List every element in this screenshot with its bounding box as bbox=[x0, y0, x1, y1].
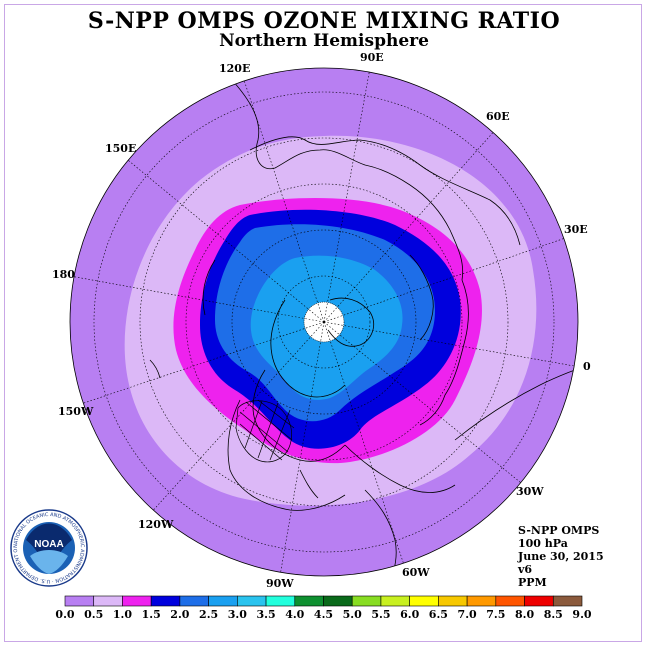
lon-label-120e: 120E bbox=[219, 62, 251, 75]
lon-label-30w: 30W bbox=[516, 485, 544, 498]
colorbar-label: 5.5 bbox=[371, 608, 391, 621]
lon-label-60w: 60W bbox=[402, 566, 430, 579]
colorbar-label: 7.0 bbox=[457, 608, 477, 621]
colorbar-label: 3.5 bbox=[256, 608, 276, 621]
coastlines bbox=[149, 79, 578, 576]
colorbar-label: 0.5 bbox=[84, 608, 104, 621]
colorbar-label: 4.0 bbox=[285, 608, 305, 621]
colorbar-label: 8.5 bbox=[543, 608, 563, 621]
colorbar-label: 6.5 bbox=[428, 608, 448, 621]
info-block: S-NPP OMPS 100 hPa June 30, 2015 v6 PPM bbox=[518, 524, 604, 589]
map-subtitle: Northern Hemisphere bbox=[219, 31, 429, 51]
colorbar-label: 3.0 bbox=[227, 608, 247, 621]
colorbar-label: 2.0 bbox=[170, 608, 190, 621]
missing-data-hatch bbox=[235, 399, 295, 463]
graticule bbox=[70, 68, 578, 576]
lon-label-150e: 150E bbox=[105, 142, 137, 155]
colorbar-label: 4.5 bbox=[313, 608, 334, 621]
lon-label-180: 180 bbox=[52, 268, 75, 281]
info-instrument: S-NPP OMPS bbox=[518, 524, 600, 537]
info-units: PPM bbox=[518, 576, 547, 589]
info-version: v6 bbox=[518, 563, 533, 576]
colorbar-label: 0.0 bbox=[55, 608, 75, 621]
colorbar-label: 5.0 bbox=[342, 608, 362, 621]
lon-label-150w: 150W bbox=[58, 405, 94, 418]
info-date: June 30, 2015 bbox=[518, 550, 604, 563]
lon-label-90e: 90E bbox=[360, 51, 384, 64]
lon-label-90w: 90W bbox=[266, 577, 294, 590]
lon-label-30e: 30E bbox=[564, 223, 588, 236]
colorbar-label: 8.0 bbox=[514, 608, 535, 621]
colorbar-label: 1.5 bbox=[141, 608, 161, 621]
lon-label-120w: 120W bbox=[138, 518, 174, 531]
colorbar-label: 1.0 bbox=[112, 608, 133, 621]
colorbar-label: 6.0 bbox=[400, 608, 420, 621]
lon-label-60e: 60E bbox=[486, 110, 510, 123]
info-level: 100 hPa bbox=[518, 537, 568, 550]
colorbar-label: 2.5 bbox=[199, 608, 219, 621]
map-title: S-NPP OMPS OZONE MIXING RATIO bbox=[87, 8, 561, 34]
lon-label-0: 0 bbox=[583, 360, 591, 373]
colorbar-label: 9.0 bbox=[572, 608, 592, 621]
colorbar-label: 7.5 bbox=[486, 608, 506, 621]
plot-frame bbox=[4, 4, 642, 642]
